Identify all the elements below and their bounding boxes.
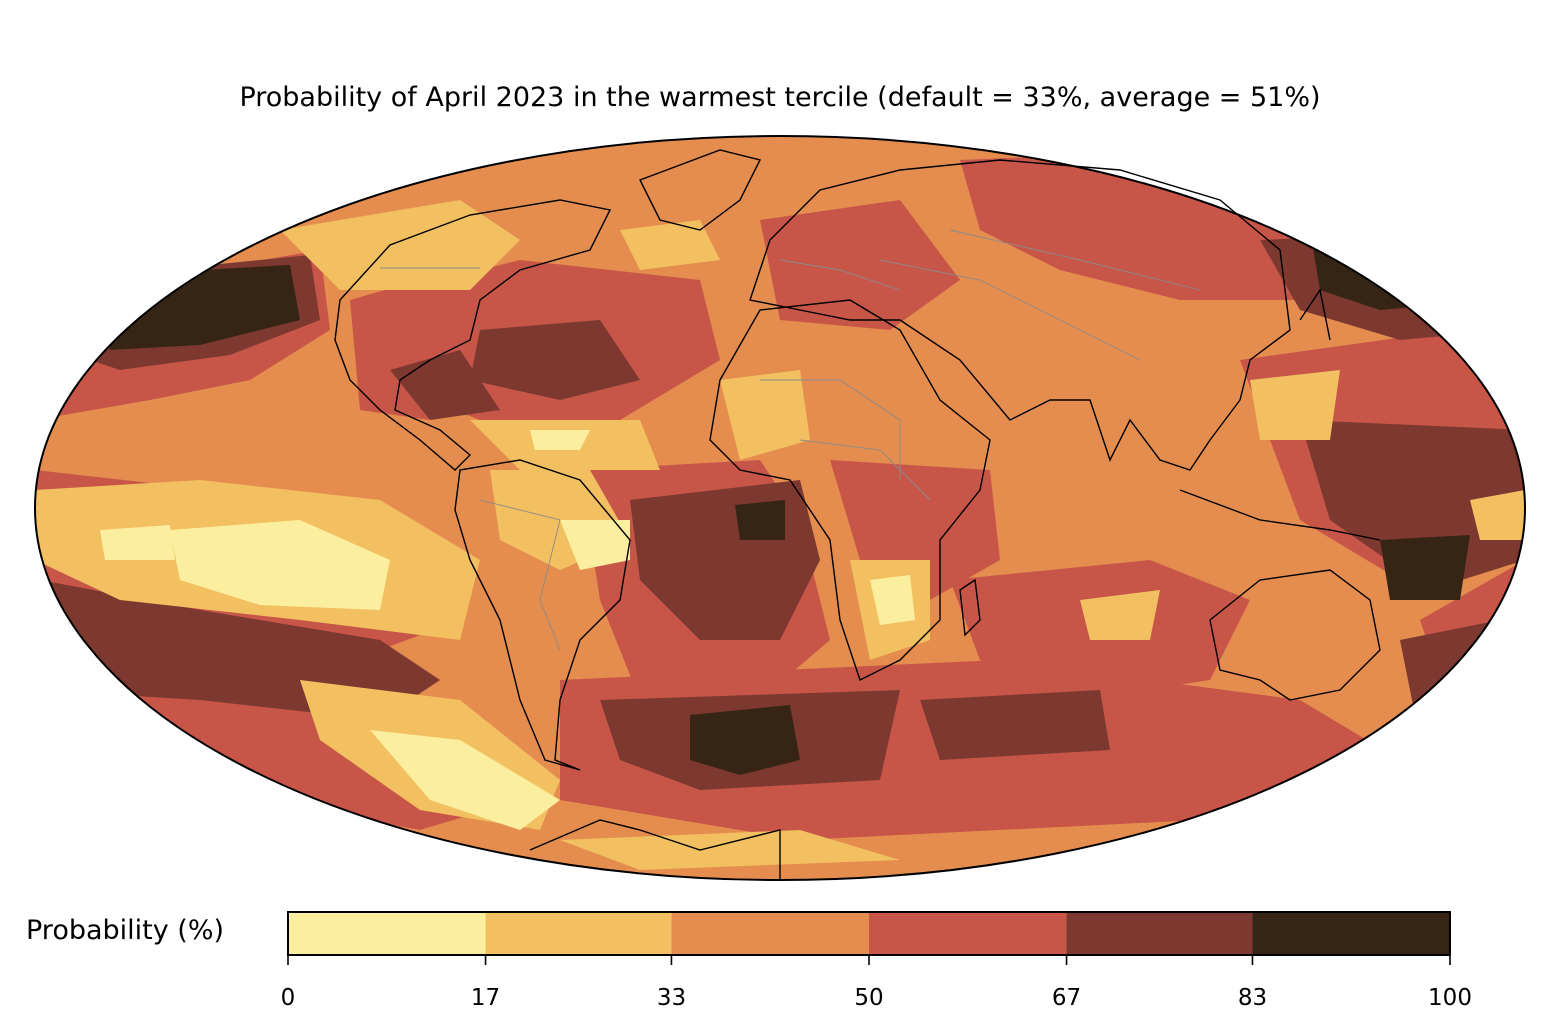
region-canada-light	[280, 200, 520, 290]
region-antarctic-light	[560, 830, 900, 870]
probability-field	[35, 136, 1525, 880]
region-east-edge-light	[1470, 490, 1525, 540]
region-indian-light	[1080, 590, 1160, 640]
region-atlantic-darkest	[735, 500, 785, 540]
region-europe-red	[760, 200, 960, 330]
region-west-africa-light	[720, 370, 810, 460]
region-atlantic-darkred	[470, 320, 640, 400]
colorbar-tick-label: 83	[1237, 985, 1268, 1011]
region-central-pacific-pale	[100, 525, 175, 560]
border-africa-1	[760, 379, 901, 480]
coast-greenland	[639, 149, 762, 231]
colorbar-tick-label: 67	[1051, 985, 1082, 1011]
coast-madagascar	[959, 578, 981, 637]
region-southeast-pacific-pale	[370, 730, 560, 830]
border-eurasia-1	[879, 259, 1141, 361]
region-coral-sea-darkest	[1380, 535, 1470, 600]
region-kalahari-pale	[870, 575, 915, 625]
globe-outline	[34, 135, 1526, 881]
colorbar-bin	[869, 912, 1067, 955]
colorbar	[287, 911, 1451, 965]
coast-south-america	[454, 459, 631, 771]
colorbar-tick-label: 17	[470, 985, 501, 1011]
coast-indonesia	[1179, 489, 1381, 541]
colorbar-bin	[1252, 912, 1450, 955]
figure-title: Probability of April 2023 in the warmest…	[239, 82, 1321, 113]
colorbar-bin	[288, 912, 486, 955]
border-eurasia-2	[949, 229, 1201, 291]
colorbar-tick-label: 33	[656, 985, 687, 1011]
border-africa-2	[799, 439, 931, 501]
region-southern-ocean-darkred-2	[920, 690, 1110, 760]
colorbar-tick-label: 0	[280, 985, 296, 1011]
region-tasman-darkred	[1400, 620, 1500, 740]
colorbar-tick-label: 100	[1428, 985, 1472, 1011]
region-se-asia-light	[1250, 370, 1340, 440]
colorbar-bin	[485, 912, 672, 955]
coast-eurasia	[749, 159, 1291, 471]
region-caribbean-pale	[530, 430, 590, 450]
coast-antarctica	[529, 819, 781, 880]
region-west-pacific-darkred	[1300, 420, 1525, 590]
coast-australia	[1209, 569, 1381, 701]
coast-japan	[1299, 288, 1331, 341]
border-europe	[779, 259, 901, 291]
country-borders	[380, 229, 1201, 651]
region-east-pacific-pale	[170, 520, 390, 610]
colorbar-tick-label: 50	[854, 985, 884, 1011]
coastlines	[334, 149, 1381, 880]
region-brazil-pale	[560, 520, 630, 570]
colorbar-bin	[1066, 912, 1253, 955]
region-greenland-light	[620, 220, 720, 270]
colorbar-bin	[671, 912, 869, 955]
colorbar-label: Probability (%)	[26, 915, 225, 946]
coast-north-america	[334, 199, 612, 471]
region-southern-ocean-darkest	[690, 705, 800, 775]
border-south-america	[479, 499, 561, 651]
band-0-17	[100, 430, 915, 830]
